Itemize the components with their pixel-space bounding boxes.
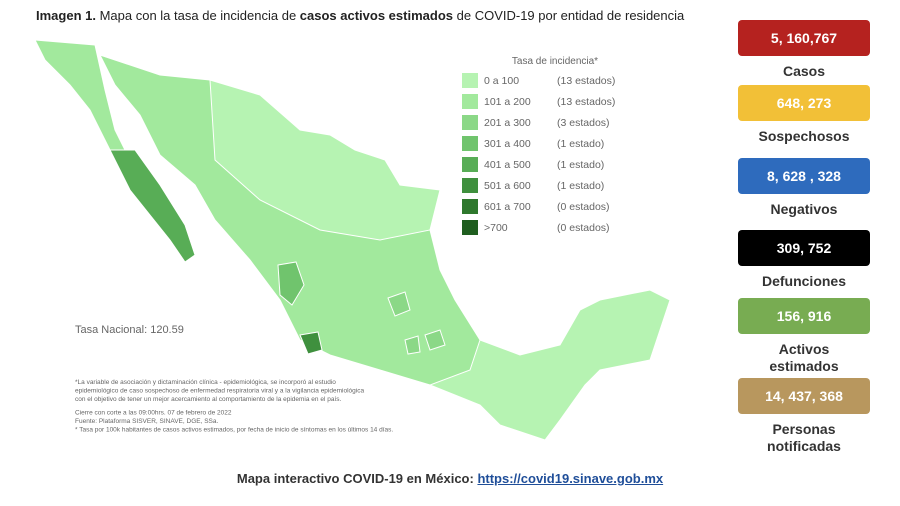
title-bold: casos activos estimados [299, 8, 453, 23]
stat-label: Defunciones [761, 273, 846, 289]
legend-range: 0 a 100 [484, 75, 519, 87]
baja-california-sur [109, 149, 196, 263]
legend-count: (13 estados) [557, 75, 615, 87]
morelos [404, 335, 421, 355]
legend-range: 501 a 600 [484, 180, 531, 192]
stat-label: Sospechosos [758, 128, 850, 144]
stat-label: Activos estimados [769, 341, 839, 374]
legend-title: Tasa de incidencia* [512, 56, 598, 67]
legend-swatch [462, 136, 478, 151]
legend-range: 301 a 400 [484, 138, 531, 150]
legend-range: 201 a 300 [484, 117, 531, 129]
stat-value: 14, 437, 368 [738, 378, 870, 414]
title-label: Imagen 1. [36, 8, 96, 23]
stat-value: 5, 160,767 [738, 20, 870, 56]
legend-swatch [462, 220, 478, 235]
stat-label: Negativos [770, 201, 838, 217]
footer-text: Mapa interactivo COVID-19 en México: [236, 471, 474, 486]
note: Cierre con corte a las 09:00hrs. 07 de f… [75, 410, 232, 417]
title: Imagen 1. Mapa con la tasa de incidencia… [36, 8, 684, 23]
cdmx [424, 329, 446, 351]
legend-range: >700 [484, 222, 508, 234]
legend-swatch [462, 199, 478, 214]
north-light [209, 79, 441, 241]
colima [299, 331, 323, 355]
title-text: Mapa con la tasa de incidencia de [99, 8, 297, 23]
south-light [428, 289, 671, 441]
stat-value: 648, 273 [738, 85, 870, 121]
map: Tasa de incidencia* 0 a 100 (13 estados) 10… [34, 39, 671, 441]
legend-count: (13 estados) [557, 96, 615, 108]
legend-swatch [462, 73, 478, 88]
legend-count: (1 estado) [557, 180, 604, 192]
note: *La variable de asociación y dictaminaci… [75, 379, 336, 386]
footer-link[interactable]: https://covid19.sinave.gob.mx [477, 471, 664, 486]
legend-range: 401 a 500 [484, 159, 531, 171]
stat-value: 8, 628 , 328 [738, 158, 870, 194]
states [34, 39, 671, 441]
legend-range: 601 a 700 [484, 201, 531, 213]
legend-count: (0 estados) [557, 222, 610, 234]
note: Fuente: Plataforma SISVER, SINAVE, DGE, … [75, 418, 218, 425]
legend-range: 101 a 200 [484, 96, 531, 108]
note: * Tasa por 100k habitantes de casos acti… [75, 427, 393, 434]
footer: Mapa interactivo COVID-19 en México: htt… [0, 471, 900, 486]
legend-count: (1 estado) [557, 138, 604, 150]
note: epidemiológico de caso sospechoso de enf… [75, 388, 364, 395]
queretaro [387, 291, 411, 317]
legend-count: (1 estado) [557, 159, 604, 171]
legend-swatch [462, 157, 478, 172]
nayarit [277, 261, 305, 306]
legend-swatch [462, 115, 478, 130]
stat-label: Casos [782, 63, 826, 79]
note: con el objetivo de tener un mejor acerca… [75, 396, 341, 403]
national-rate: Tasa Nacional: 120.59 [75, 324, 184, 336]
legend-count: (0 estados) [557, 201, 610, 213]
stat-value: 309, 752 [738, 230, 870, 266]
legend-swatch [462, 94, 478, 109]
stat-value: 156, 916 [738, 298, 870, 334]
stat-label: Personas notificadas [767, 421, 841, 454]
legend-count: (3 estados) [557, 117, 610, 129]
title-rest: de COVID-19 por entidad de residencia [456, 8, 685, 23]
baja-california [34, 39, 126, 151]
legend-swatch [462, 178, 478, 193]
